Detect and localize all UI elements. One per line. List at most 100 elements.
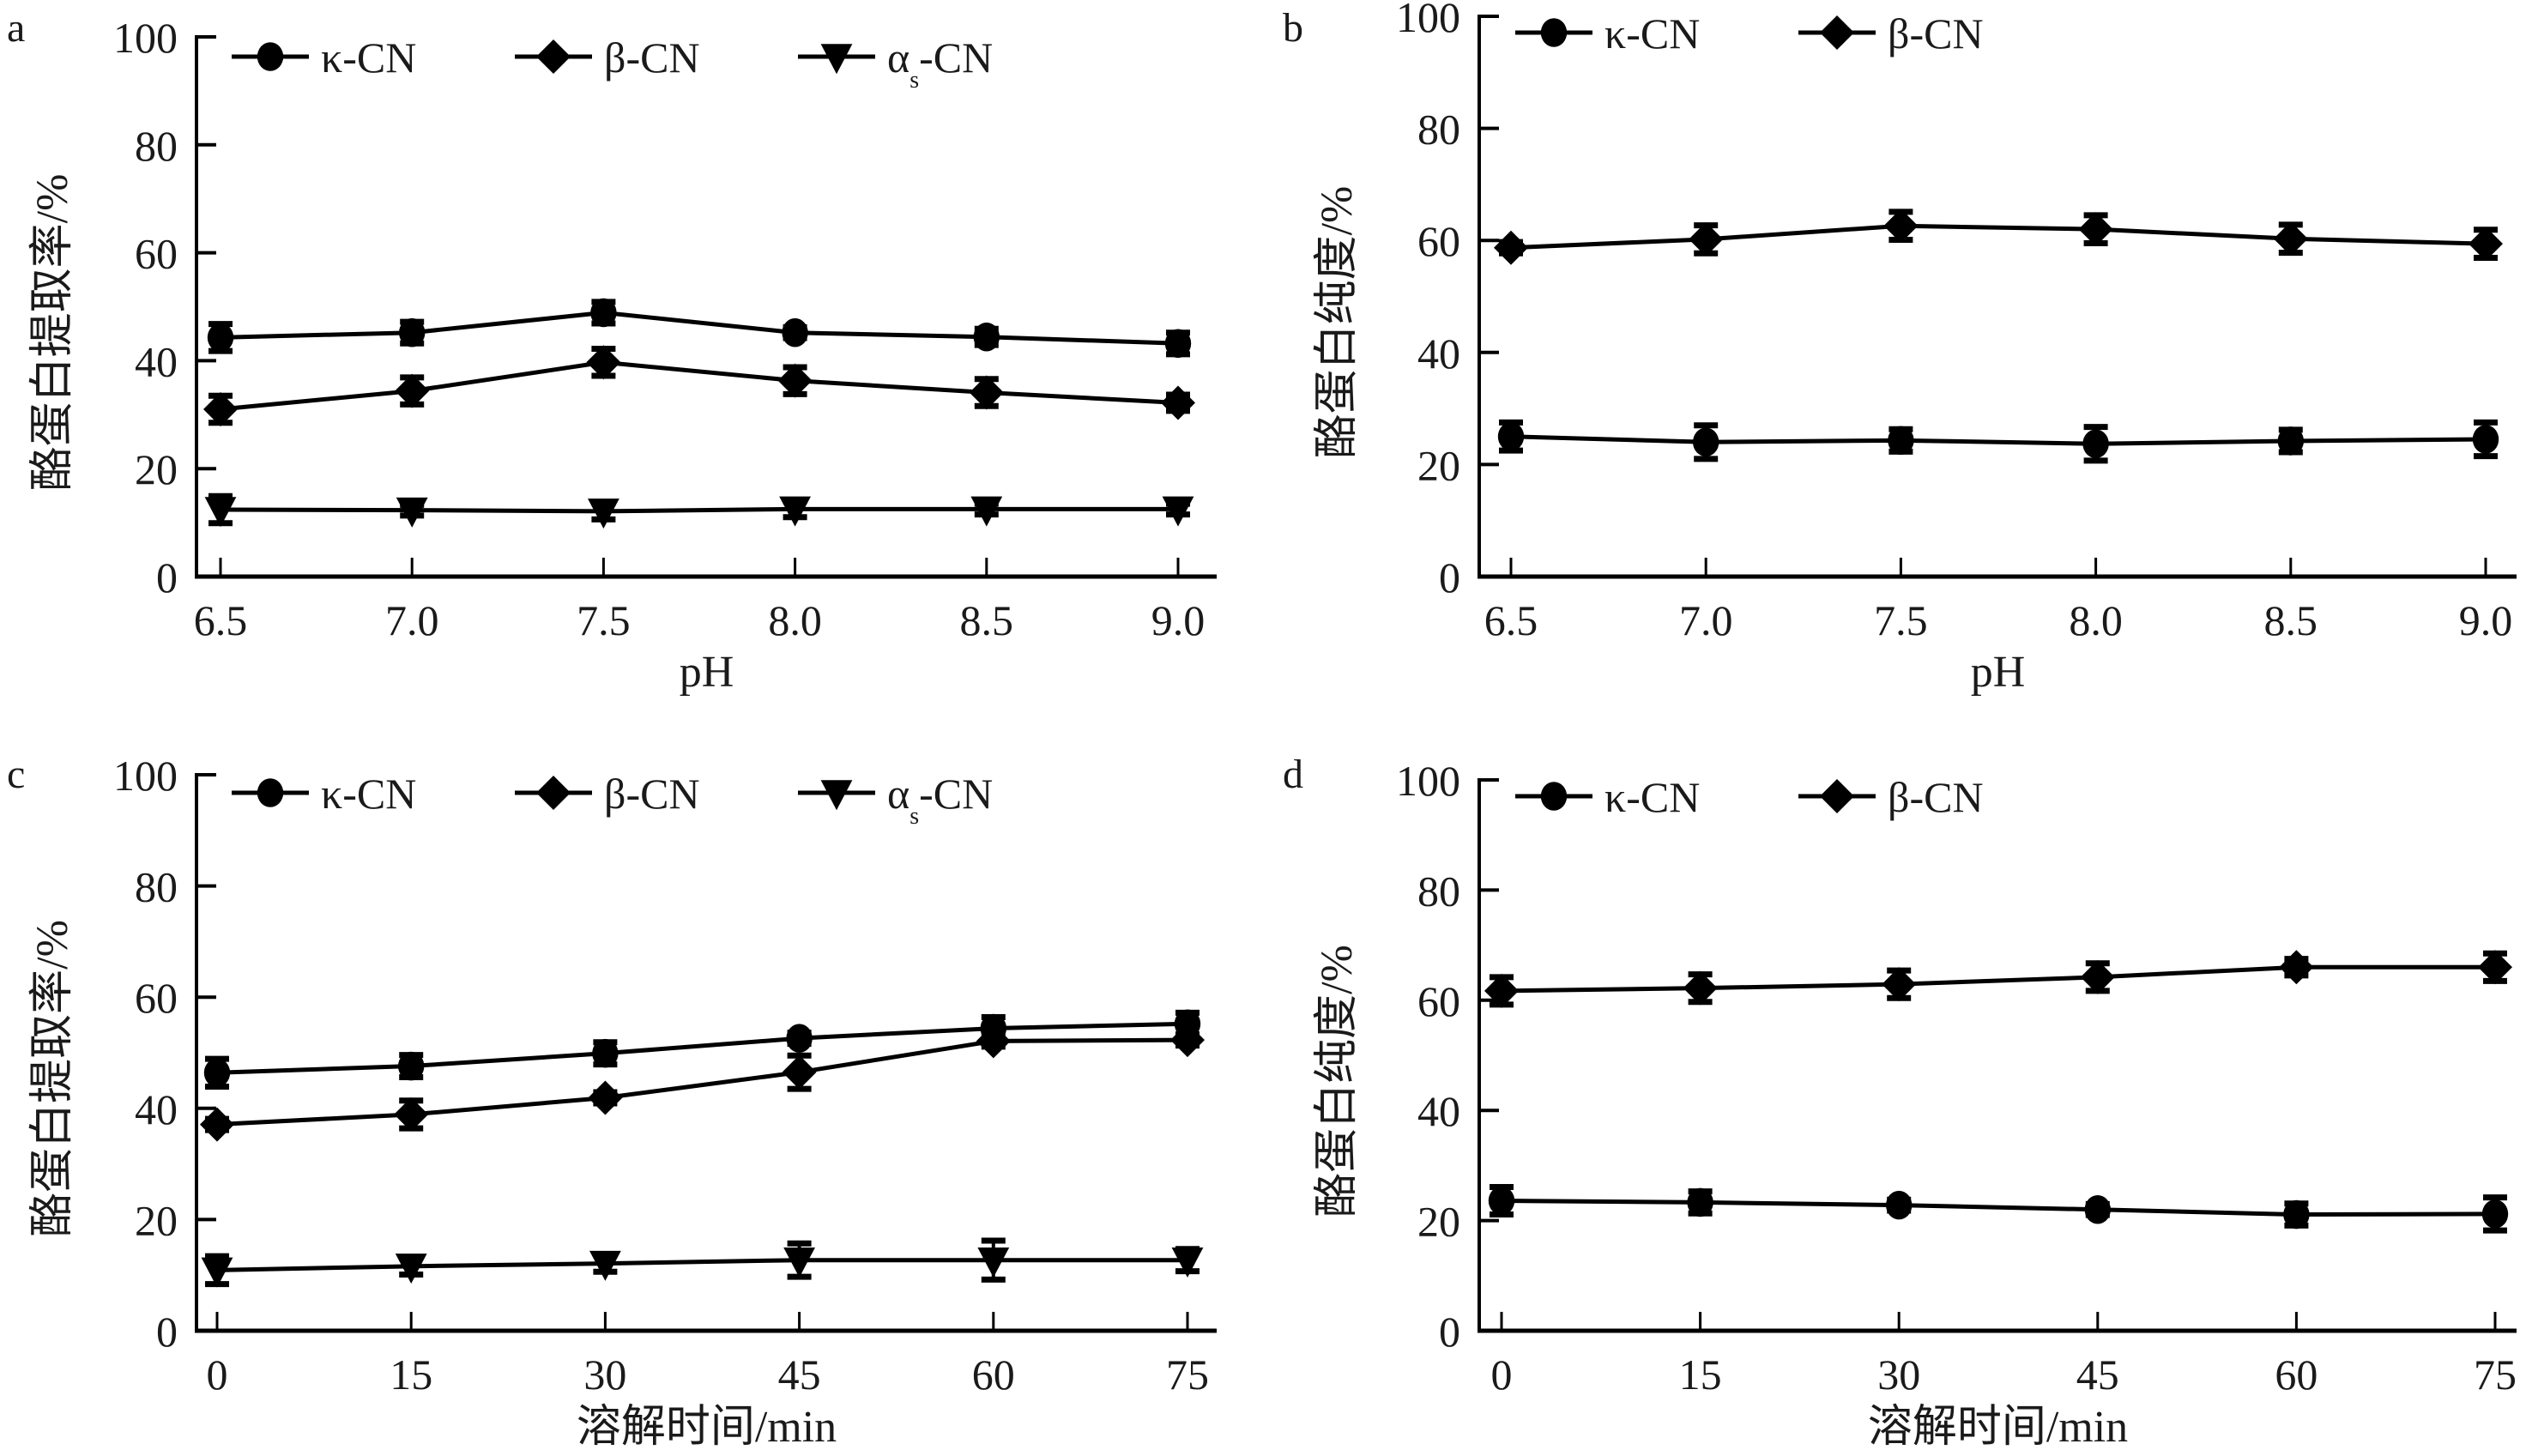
data-point-diamond — [586, 345, 621, 380]
data-point-circle — [1687, 1187, 1713, 1217]
data-point-circle — [1488, 1186, 1515, 1216]
legend-marker-triangle-down — [820, 44, 853, 75]
data-point-circle — [590, 298, 617, 328]
legend-label: κ-CN — [321, 770, 416, 818]
series-circle — [203, 1009, 1201, 1090]
series-line — [1510, 223, 2487, 251]
data-point-triangle-down — [977, 1247, 1010, 1278]
y-tick-label: 80 — [135, 863, 178, 911]
series-circle — [1488, 1183, 2509, 1234]
panel-d: d 0 20 40 60 80 100 0 15 30 45 60 75 溶解时间/min 酪蛋白纯度/% κ… — [1283, 752, 2517, 1452]
x-tick-label: 30 — [583, 1350, 626, 1399]
y-tick-label: 0 — [156, 1308, 178, 1356]
x-tick-label: 8.0 — [768, 596, 822, 644]
y-tick-label: 60 — [1417, 977, 1460, 1025]
series-line — [1501, 1198, 2496, 1217]
series-line — [216, 1037, 1188, 1127]
legend-item: β-CN — [515, 33, 700, 82]
legend-item: κ-CN — [1515, 773, 1700, 821]
panel-letter: b — [1283, 5, 1303, 51]
y-tick-label: 100 — [1396, 757, 1460, 805]
legend-marker-diamond — [536, 776, 571, 810]
series-triangle-down — [201, 1237, 1204, 1288]
series-line — [216, 1258, 1187, 1272]
y-axis-title: 酪蛋白提取率/% — [28, 174, 77, 492]
y-axis-title: 酪蛋白纯度/% — [1313, 186, 1362, 459]
data-point-triangle-down — [204, 497, 237, 528]
legend-label: β-CN — [1888, 773, 1984, 821]
data-point-circle — [203, 1058, 231, 1088]
y-tick-label: 80 — [1417, 106, 1460, 154]
legend-item: αs-CN — [798, 770, 993, 830]
series-line — [216, 1021, 1188, 1075]
x-tick-label: 45 — [778, 1350, 821, 1399]
data-point-diamond — [2469, 227, 2503, 262]
data-point-diamond — [2273, 221, 2308, 257]
legend-marker-triangle-down — [820, 780, 853, 811]
y-tick-label: 80 — [1417, 867, 1460, 915]
data-point-circle — [2283, 1199, 2310, 1229]
legend: κ-CN β-CN αs-CN — [232, 770, 993, 830]
data-point-diamond — [2078, 212, 2113, 247]
data-point-diamond — [1484, 973, 1519, 1008]
x-tick-label: 45 — [2076, 1350, 2119, 1399]
data-point-triangle-down — [396, 497, 428, 528]
panel-b: b 0 20 40 60 80 100 6.5 7.0 7.5 8.0 8.5 9.0 pH 酪蛋白纯度/%… — [1283, 0, 2517, 697]
y-tick-label: 60 — [135, 974, 178, 1022]
panel-letter: d — [1283, 752, 1303, 797]
y-tick-label: 20 — [1417, 1198, 1460, 1246]
x-tick-label: 7.0 — [1679, 596, 1733, 644]
legend-label: αs-CN — [887, 33, 993, 94]
x-tick-label: 15 — [1679, 1350, 1722, 1399]
series-circle — [1497, 419, 2499, 464]
x-tick-label: 9.0 — [1151, 596, 1206, 644]
data-point-diamond — [203, 392, 238, 427]
legend: κ-CN β-CN — [1515, 9, 1984, 57]
legend-marker-circle — [257, 42, 284, 71]
legend-marker-circle — [257, 778, 284, 807]
data-point-circle — [2472, 425, 2499, 454]
legend-item: β-CN — [1798, 9, 1984, 57]
data-point-diamond — [395, 373, 430, 408]
y-tick-label: 100 — [113, 14, 178, 62]
data-point-diamond — [1882, 967, 1917, 1002]
y-axis-title: 酪蛋白纯度/% — [1313, 945, 1362, 1217]
data-point-circle — [399, 317, 426, 347]
legend-label: β-CN — [604, 770, 700, 818]
x-tick-label: 15 — [390, 1350, 432, 1399]
x-tick-label: 9.0 — [2459, 596, 2513, 644]
data-point-circle — [1164, 329, 1192, 359]
data-point-diamond — [1161, 385, 1195, 420]
legend-label: κ-CN — [1604, 773, 1700, 821]
panel-letter: a — [7, 5, 25, 51]
data-point-circle — [2084, 1194, 2111, 1224]
panel-a: a 0 20 40 60 80 100 6.5 7.0 7.5 8.0 8.5 9.0 pH 酪蛋白提取率/… — [7, 5, 1217, 697]
y-tick-label: 80 — [135, 122, 178, 170]
data-point-circle — [1497, 421, 1525, 451]
data-point-circle — [782, 317, 808, 347]
x-tick-label: 7.5 — [577, 596, 631, 644]
series-line — [1501, 964, 2495, 994]
data-point-triangle-down — [783, 1247, 815, 1278]
x-tick-label: 6.5 — [1484, 596, 1538, 644]
legend-marker-diamond — [536, 39, 571, 74]
y-tick-label: 20 — [1417, 441, 1460, 489]
series-diamond — [200, 1023, 1205, 1142]
data-point-triangle-down — [589, 1250, 621, 1281]
x-tick-label: 75 — [2474, 1350, 2517, 1399]
series-line — [220, 359, 1179, 412]
y-tick-label: 100 — [1396, 0, 1460, 41]
data-point-circle — [592, 1038, 619, 1068]
series-diamond — [203, 345, 1195, 427]
x-tick-label: 60 — [972, 1350, 1015, 1399]
data-point-circle — [2082, 429, 2109, 459]
x-tick-label: 0 — [207, 1350, 228, 1399]
x-tick-label: 75 — [1166, 1350, 1209, 1399]
x-tick-label: 7.0 — [385, 596, 439, 644]
data-point-circle — [2481, 1199, 2509, 1229]
data-point-diamond — [1689, 221, 1724, 257]
y-tick-label: 20 — [135, 445, 178, 493]
series-triangle-down — [204, 492, 1194, 529]
data-point-circle — [2277, 426, 2304, 456]
y-tick-label: 40 — [1417, 329, 1460, 378]
